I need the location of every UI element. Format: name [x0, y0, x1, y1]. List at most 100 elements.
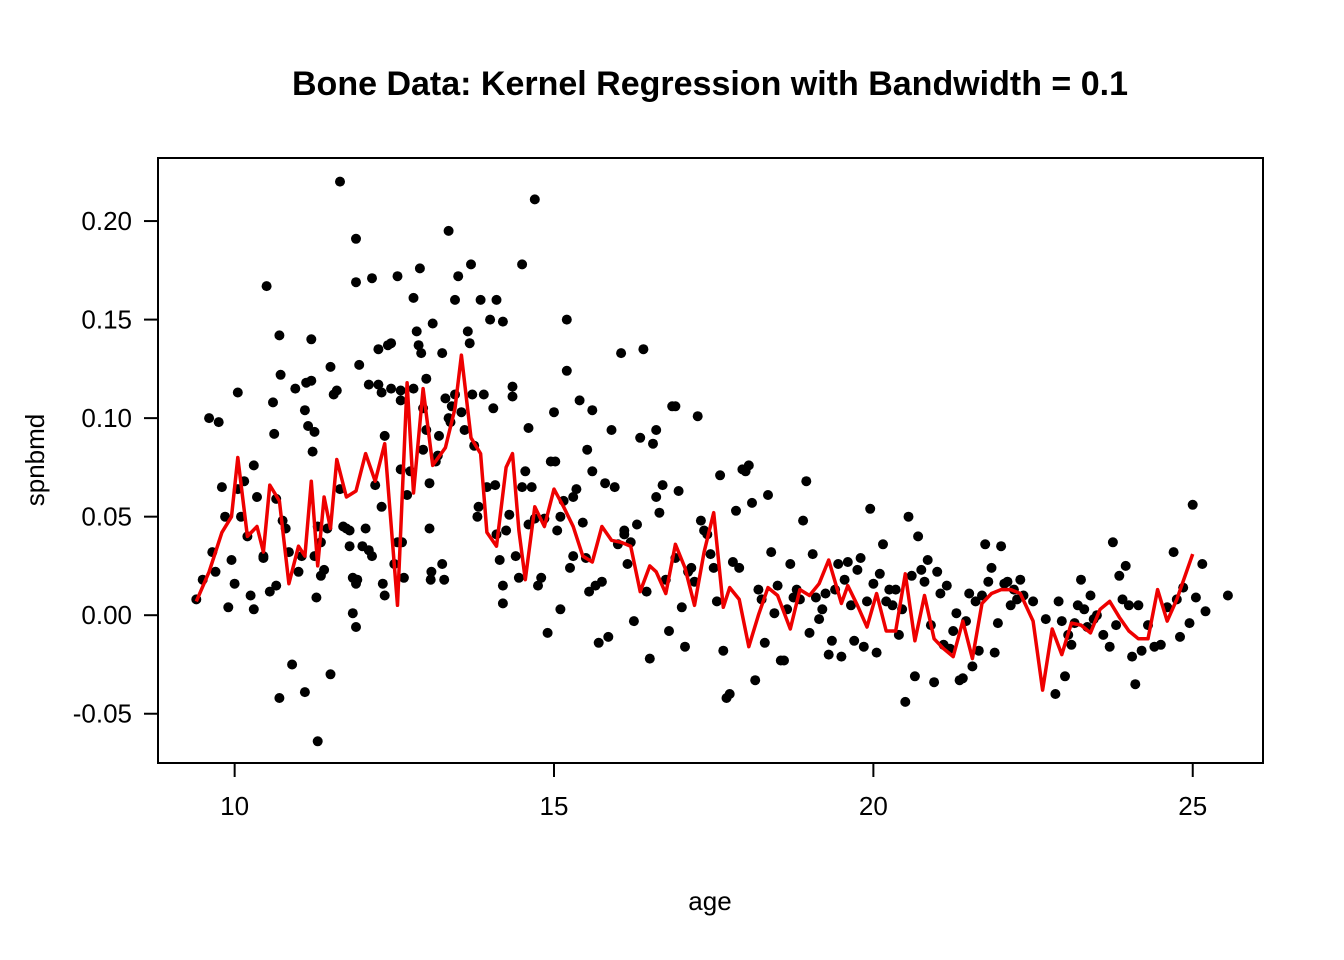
data-point	[657, 480, 668, 491]
data-point	[1133, 600, 1144, 611]
data-point	[1076, 574, 1086, 585]
data-point	[379, 430, 390, 441]
data-point	[772, 580, 783, 591]
data-point	[568, 492, 579, 502]
data-point	[561, 365, 572, 376]
data-point	[763, 490, 773, 500]
data-point	[418, 444, 429, 455]
data-point	[293, 566, 304, 577]
y-tick-label: 0.05	[81, 502, 132, 532]
data-point	[964, 588, 975, 599]
data-point	[309, 426, 320, 437]
data-point	[798, 515, 809, 526]
data-point	[478, 389, 489, 400]
data-point	[373, 379, 384, 390]
data-point	[1085, 590, 1096, 601]
data-point	[529, 194, 540, 205]
data-point	[948, 626, 959, 636]
data-point	[488, 403, 499, 414]
data-point	[351, 622, 361, 632]
data-point	[376, 387, 387, 398]
data-point	[622, 559, 633, 569]
data-point	[651, 425, 662, 435]
data-point	[268, 397, 278, 408]
data-point	[695, 515, 706, 526]
data-point	[223, 602, 234, 613]
data-point	[1028, 596, 1039, 607]
data-point	[497, 598, 508, 609]
data-point	[747, 497, 757, 508]
data-point	[1120, 560, 1131, 571]
data-point	[708, 562, 719, 573]
data-point	[692, 411, 703, 422]
data-point	[1123, 600, 1134, 611]
data-point	[807, 549, 818, 560]
data-point	[727, 557, 738, 567]
data-point	[1060, 671, 1070, 682]
data-point	[616, 348, 627, 359]
data-point	[750, 675, 761, 686]
data-point	[600, 478, 611, 489]
data-point	[1175, 631, 1185, 642]
data-point	[472, 511, 483, 522]
data-point	[398, 572, 409, 583]
data-point	[416, 348, 427, 359]
data-point	[582, 444, 593, 455]
data-point	[734, 562, 745, 573]
data-point	[686, 562, 697, 573]
data-point	[1117, 594, 1128, 605]
data-point	[307, 446, 318, 457]
scatter-points	[191, 176, 1233, 747]
data-point	[549, 407, 559, 418]
data-point	[680, 641, 690, 652]
data-point	[855, 553, 866, 563]
data-point	[269, 428, 280, 439]
data-point	[1168, 547, 1179, 558]
data-point	[1053, 596, 1064, 607]
data-point	[779, 655, 789, 666]
data-point	[363, 379, 374, 390]
data-point	[603, 631, 614, 642]
data-point	[766, 547, 777, 558]
data-point	[996, 541, 1007, 552]
data-point	[664, 626, 674, 636]
data-point	[312, 736, 323, 747]
data-point	[491, 294, 502, 305]
data-point	[587, 405, 598, 416]
data-point	[596, 576, 607, 587]
data-point	[536, 572, 547, 583]
data-point	[673, 486, 684, 496]
data-point	[425, 574, 436, 585]
data-point	[550, 456, 561, 467]
data-point	[1184, 618, 1195, 629]
data-point	[248, 604, 259, 615]
y-axis-label: spnbmd	[20, 414, 50, 507]
data-point	[922, 555, 933, 565]
data-point	[970, 596, 981, 607]
data-point	[1040, 614, 1051, 625]
data-point	[510, 551, 521, 562]
data-point	[204, 413, 215, 424]
data-point	[377, 578, 388, 589]
data-point	[497, 580, 508, 591]
data-point	[504, 509, 515, 520]
data-point	[1111, 620, 1122, 631]
data-point	[817, 604, 828, 615]
data-point	[929, 677, 940, 688]
data-point	[261, 281, 272, 292]
data-point	[878, 539, 888, 550]
data-point	[919, 576, 930, 587]
data-point	[306, 375, 317, 386]
data-point	[724, 689, 735, 699]
data-point	[462, 326, 473, 337]
data-point	[648, 438, 658, 449]
data-point	[862, 596, 872, 607]
data-point	[644, 653, 655, 664]
data-point	[513, 572, 524, 583]
data-point	[344, 525, 355, 536]
data-point	[619, 525, 630, 536]
data-point	[1079, 604, 1090, 615]
data-point	[1098, 629, 1109, 640]
data-point	[986, 562, 997, 573]
